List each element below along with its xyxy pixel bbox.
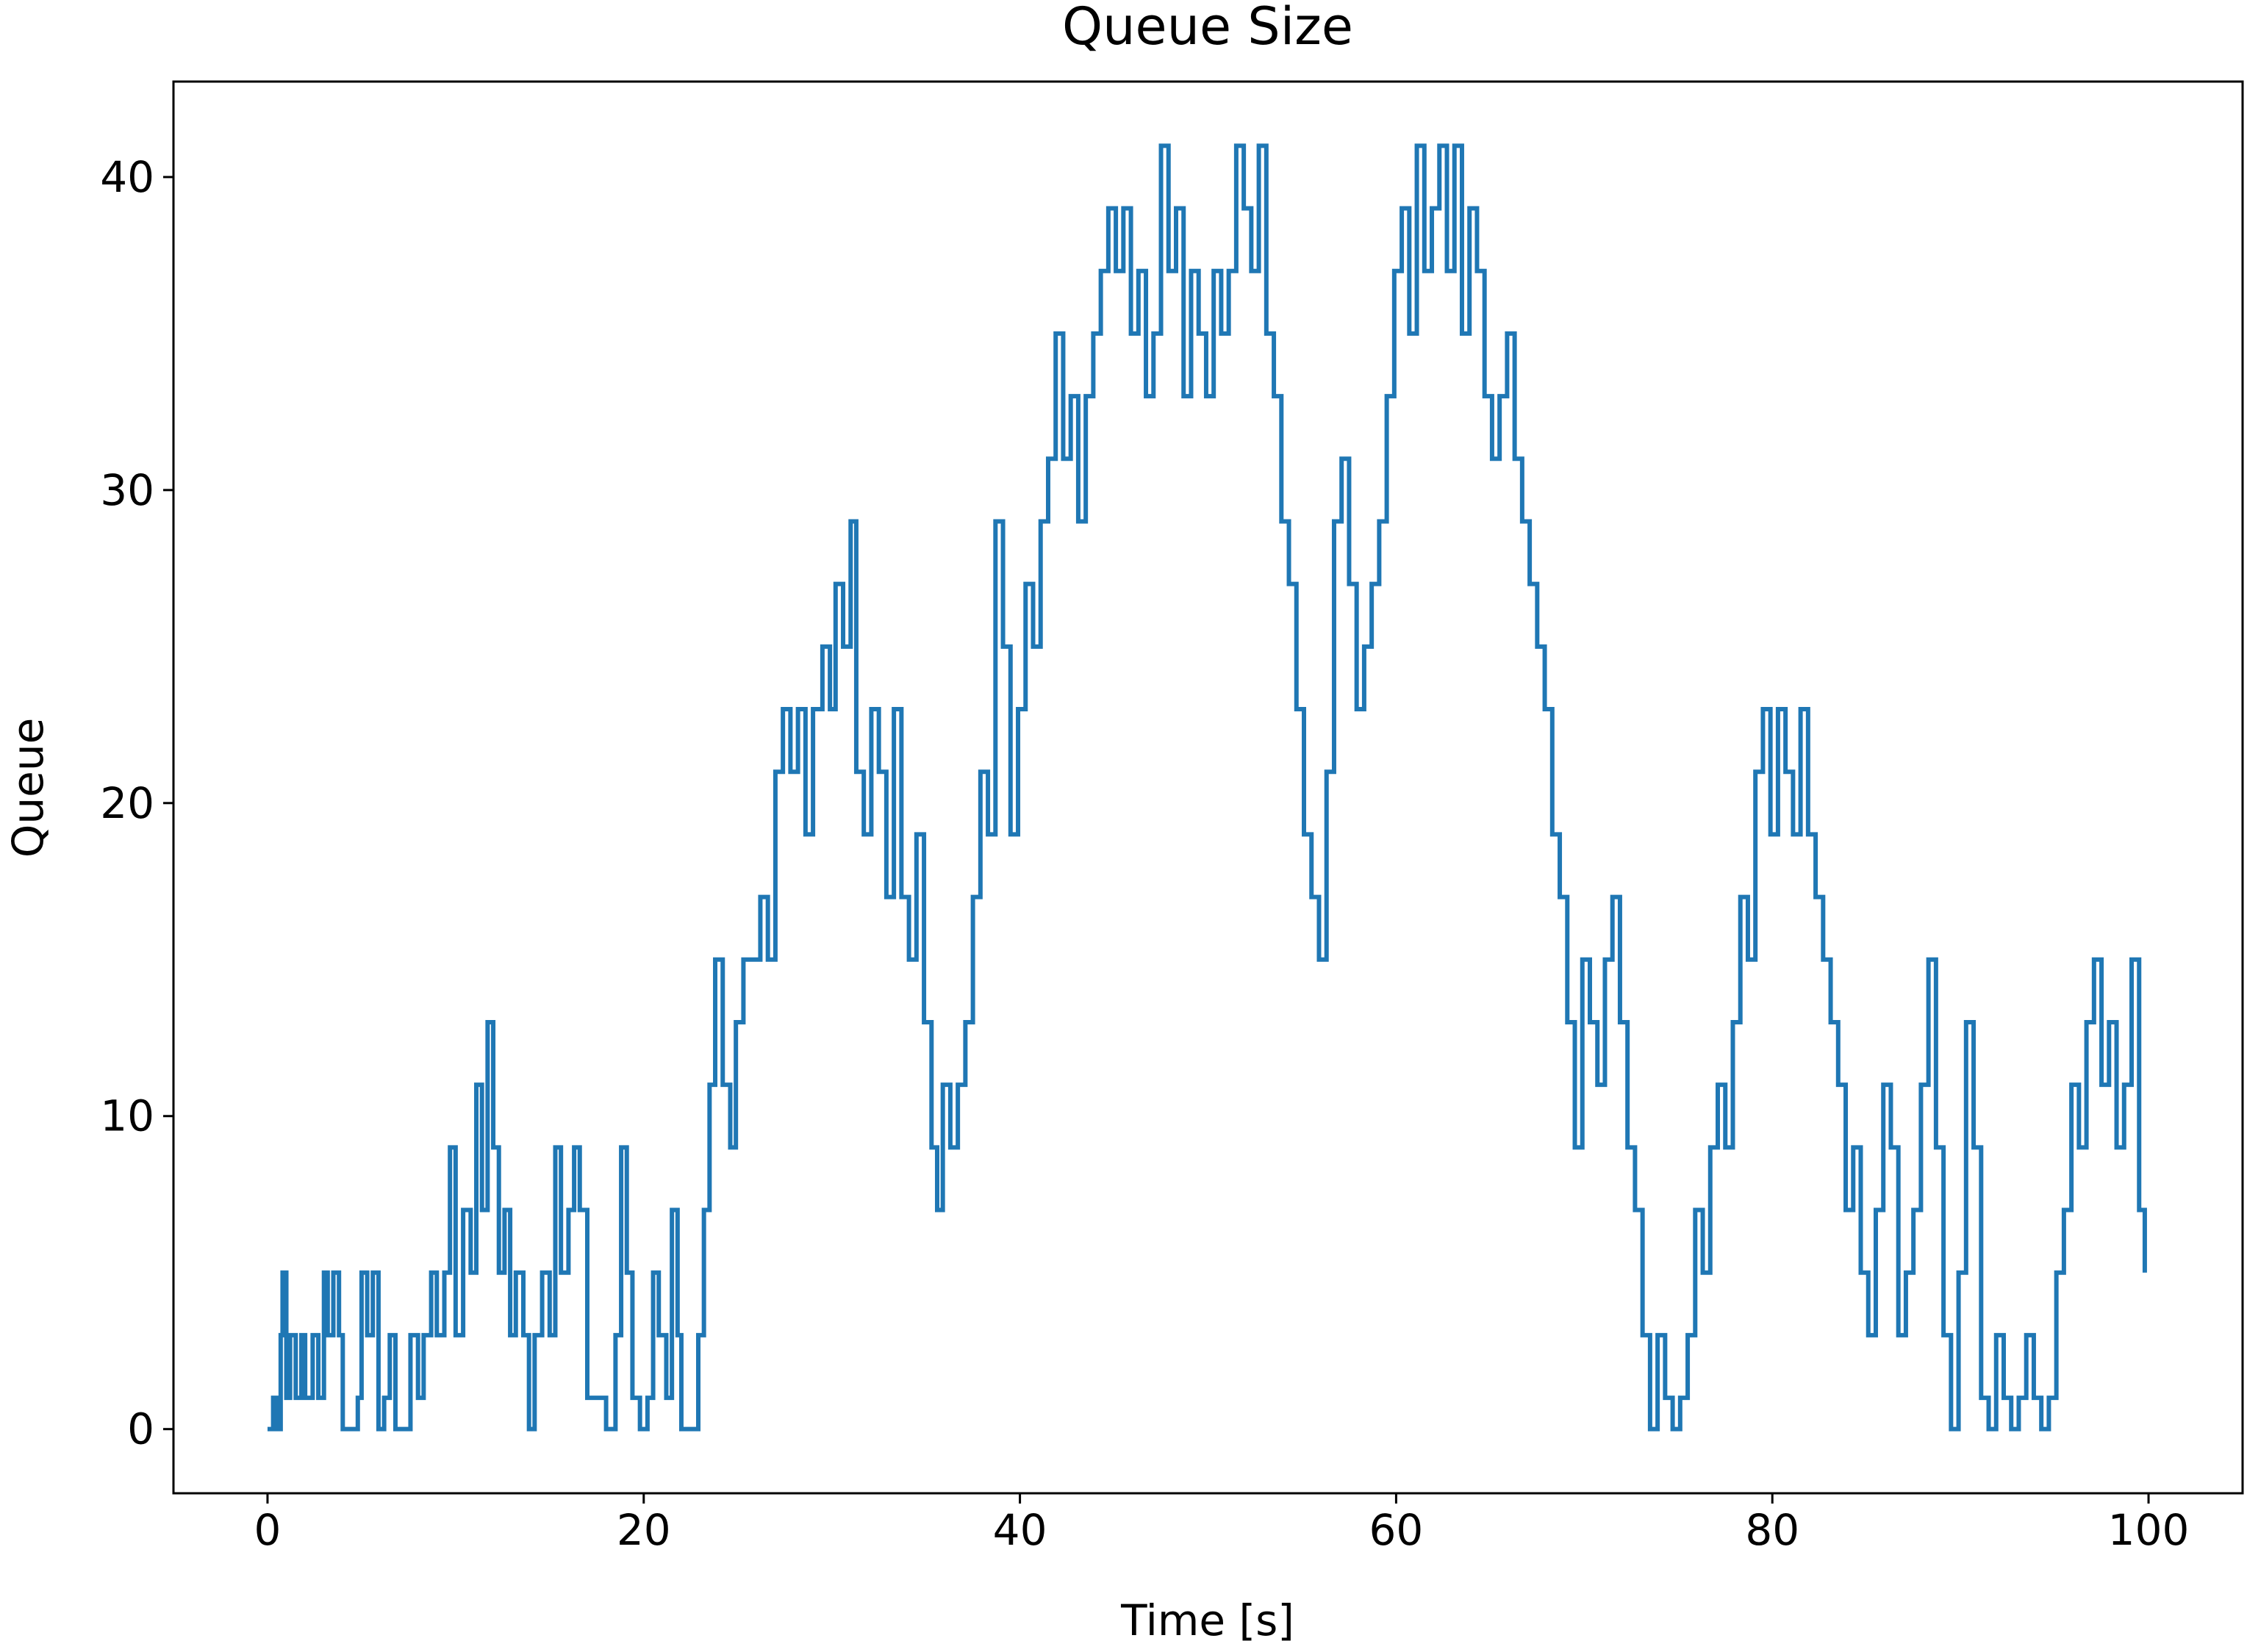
plot-frame xyxy=(172,80,2244,1495)
x-tick-label: 0 xyxy=(254,1505,282,1555)
queue-line xyxy=(267,143,2147,1432)
x-tick-label: 60 xyxy=(1369,1505,1424,1555)
y-tick-label: 30 xyxy=(100,465,154,515)
y-axis-label: Queue xyxy=(3,718,53,858)
x-tick-label: 20 xyxy=(617,1505,671,1555)
x-tick-label: 40 xyxy=(993,1505,1047,1555)
y-tick-label: 40 xyxy=(100,152,154,202)
x-tick-label: 100 xyxy=(2108,1505,2190,1555)
y-tick-label: 20 xyxy=(100,778,154,828)
x-tick-label: 80 xyxy=(1745,1505,1799,1555)
chart-title: Queue Size xyxy=(1062,0,1353,57)
y-tick-label: 10 xyxy=(100,1091,154,1141)
x-axis-label: Time [s] xyxy=(1120,1595,1294,1645)
y-tick-label: 0 xyxy=(127,1404,154,1454)
